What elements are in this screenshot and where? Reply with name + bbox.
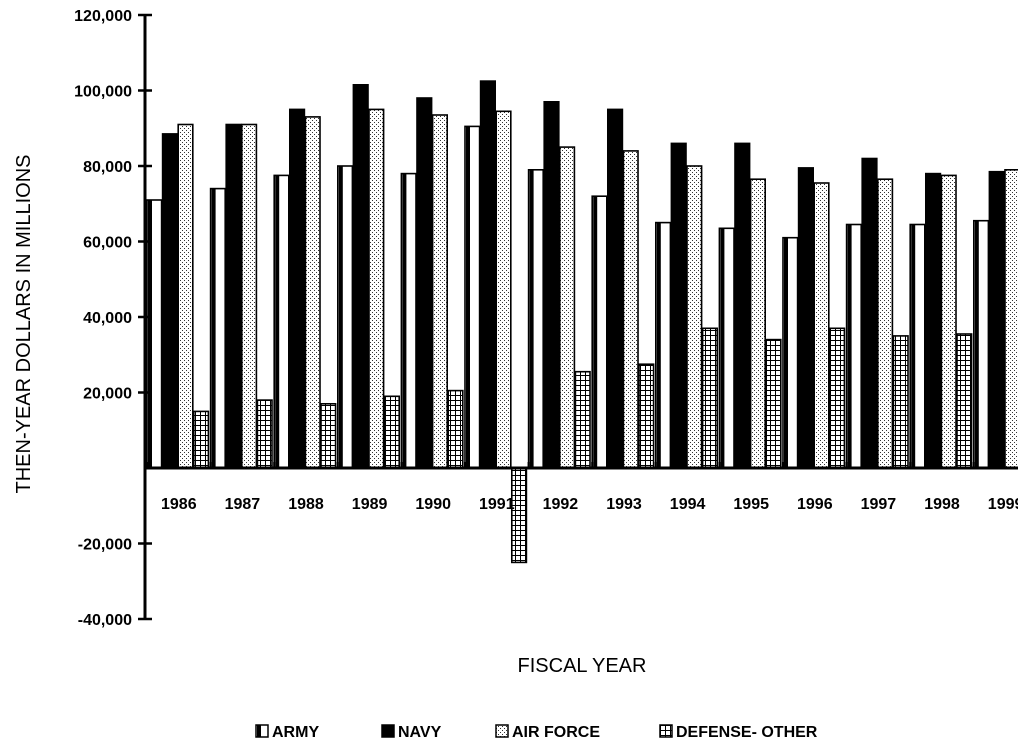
- bar-navy-1996: [797, 167, 814, 469]
- bar-navy-1986: [161, 133, 179, 469]
- bars-group: [146, 80, 1018, 564]
- bar-army-stripe-1992: [529, 169, 534, 469]
- bar-army-stripe-1997: [847, 224, 852, 468]
- y-tick-label: 80,000: [83, 159, 132, 176]
- bar-defense-1988: [320, 402, 337, 469]
- bar-airforce-1993: [622, 150, 639, 469]
- bar-navy-1994: [670, 142, 687, 469]
- bar-army-stripe-1988: [275, 175, 280, 468]
- bar-airforce-1996: [813, 182, 830, 469]
- y-tick-label: 120,000: [74, 8, 132, 25]
- bar-defense-1993: [638, 363, 655, 469]
- bar-army-stripe-1996: [784, 237, 788, 468]
- bar-navy-1989: [352, 84, 369, 469]
- x-category-label: 1992: [543, 496, 579, 513]
- x-category-label: 1998: [924, 496, 960, 513]
- bar-navy-1992: [543, 101, 560, 469]
- bar-army-stripe-1986: [148, 200, 152, 468]
- bar-airforce-1992: [558, 146, 576, 469]
- bar-airforce-1991: [495, 110, 512, 469]
- bar-defense-1992: [574, 370, 591, 469]
- bar-defense-1986: [193, 410, 210, 469]
- bar-army-stripe-1990: [402, 173, 407, 468]
- bar-army-stripe-1999: [974, 220, 979, 468]
- legend-swatch-navy: [381, 724, 395, 738]
- y-tick-label: -40,000: [78, 612, 132, 629]
- legend-label-airforce: AIR FORCE: [512, 724, 600, 741]
- y-tick-label: 40,000: [83, 310, 132, 327]
- bar-defense-1996: [828, 327, 846, 469]
- bar-navy-1988: [288, 108, 306, 469]
- legend-label-navy: NAVY: [398, 724, 442, 741]
- x-category-label: 1997: [861, 496, 897, 513]
- bar-navy-1993: [606, 108, 624, 469]
- x-category-label: 1990: [415, 496, 451, 513]
- x-category-label: 1999: [988, 496, 1018, 513]
- bar-airforce-1999: [1004, 169, 1018, 469]
- bar-army-stripe-1998: [911, 224, 916, 468]
- x-labels-group: 1986 1987 1988 1989 1990 1991 1992 1993 1994 1995…: [161, 496, 1018, 513]
- bar-airforce-1994: [686, 165, 703, 469]
- bar-defense-1994: [701, 327, 718, 469]
- bar-airforce-1988: [304, 116, 321, 469]
- x-category-label: 1988: [288, 496, 324, 513]
- legend-swatch-army-stripe: [257, 725, 261, 737]
- x-category-label: 1986: [161, 496, 197, 513]
- bar-army-stripe-1991: [466, 126, 470, 469]
- bar-airforce-1990: [431, 114, 449, 469]
- bar-defense-1989: [383, 395, 401, 469]
- bar-defense-1997: [892, 335, 909, 469]
- bar-airforce-1989: [368, 108, 385, 469]
- bar-airforce-1986: [177, 123, 194, 469]
- legend-swatch-defense: [659, 724, 673, 738]
- bar-airforce-1995: [749, 178, 766, 469]
- bar-airforce-1987: [241, 123, 258, 469]
- x-category-label: 1987: [225, 496, 261, 513]
- bar-airforce-1997: [876, 178, 894, 469]
- bar-defense-1987: [256, 399, 273, 469]
- x-category-label: 1991: [479, 496, 515, 513]
- bar-defense-1990: [447, 389, 464, 469]
- bar-army-stripe-1993: [593, 196, 598, 468]
- bar-navy-1991: [479, 80, 497, 469]
- y-tick-label: 100,000: [74, 84, 132, 101]
- x-category-label: 1989: [352, 496, 388, 513]
- y-tick-label: -20,000: [78, 537, 132, 554]
- legend-label-army: ARMY: [272, 724, 319, 741]
- y-tick-label: 20,000: [83, 386, 132, 403]
- x-axis-title: FISCAL YEAR: [518, 655, 647, 677]
- bar-navy-1995: [734, 142, 751, 469]
- legend-label-defense: DEFENSE- OTHER: [676, 724, 818, 741]
- y-tick-label: 60,000: [83, 235, 132, 252]
- legend-swatch-airforce: [495, 724, 509, 738]
- bar-defense-1998: [956, 333, 973, 469]
- bar-airforce-1998: [940, 174, 957, 469]
- x-category-label: 1994: [670, 496, 706, 513]
- x-category-label: 1996: [797, 496, 833, 513]
- x-category-label: 1995: [733, 496, 769, 513]
- bar-navy-1998: [924, 172, 942, 469]
- bar-defense-1991: [510, 467, 528, 564]
- bar-defense-1995: [765, 338, 782, 469]
- bar-army-stripe-1989: [338, 166, 343, 468]
- bar-army-stripe-1987: [211, 188, 216, 468]
- legend: ARMY NAVY AIR FORCE DEFENSE- OTHER: [255, 724, 818, 741]
- bar-navy-1999: [988, 170, 1005, 469]
- bar-navy-1990: [416, 97, 433, 469]
- bar-army-stripe-1995: [720, 228, 725, 468]
- bar-navy-1987: [225, 123, 242, 469]
- x-category-label: 1993: [606, 496, 642, 513]
- y-ticks-group: 120,000 100,000 80,000 60,000 40,000 20,000 -2…: [74, 8, 152, 629]
- y-axis-title: THEN-YEAR DOLLARS IN MILLIONS: [13, 155, 35, 494]
- bar-army-stripe-1994: [656, 222, 661, 468]
- bar-navy-1997: [861, 157, 878, 469]
